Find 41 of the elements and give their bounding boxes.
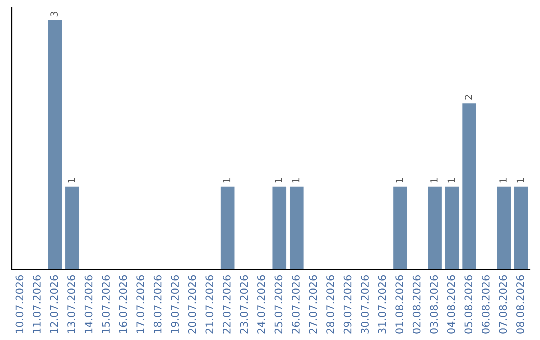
- data-label: 2: [465, 95, 472, 100]
- data-label: 1: [396, 178, 404, 183]
- x-tick-label: 12.07.2026: [50, 276, 58, 334]
- x-tick-label: 05.08.2026: [464, 276, 473, 334]
- x-tick-label: 01.08.2026: [396, 276, 404, 334]
- x-tick-label: 28.07.2026: [326, 276, 334, 334]
- x-tick-label: 07.08.2026: [499, 276, 508, 334]
- x-tick-label: 06.08.2026: [482, 276, 490, 334]
- x-tick-label: 10.07.2026: [16, 276, 24, 334]
- data-label: 1: [292, 178, 300, 183]
- data-label: 1: [448, 178, 455, 183]
- x-tick-label: 25.07.2026: [274, 276, 283, 334]
- x-tick-label: 11.07.2026: [33, 276, 41, 334]
- x-tick-label: 04.08.2026: [447, 276, 456, 334]
- x-tick-label: 15.07.2026: [102, 276, 110, 334]
- x-tick-label: 30.07.2026: [361, 276, 369, 334]
- x-tick-label: 19.07.2026: [171, 276, 180, 334]
- x-tick-label: 31.07.2026: [378, 276, 386, 334]
- x-tick-label: 23.07.2026: [240, 276, 248, 334]
- data-label: 1: [516, 178, 524, 183]
- x-tick-label: 16.07.2026: [119, 276, 128, 334]
- x-tick-label: 29.07.2026: [344, 276, 352, 334]
- x-tick-label: 20.07.2026: [188, 276, 196, 334]
- x-tick-label: 17.07.2026: [136, 276, 145, 334]
- data-label: 1: [500, 178, 507, 183]
- x-tick-label: 03.08.2026: [430, 276, 438, 334]
- data-label: 1: [430, 178, 438, 183]
- x-tick-label: 22.07.2026: [222, 276, 231, 334]
- data-label: 1: [223, 178, 231, 183]
- x-tick-label: 02.08.2026: [412, 276, 421, 334]
- x-tick-label: 18.07.2026: [154, 276, 162, 334]
- data-label: 1: [68, 178, 76, 183]
- x-tick-label: 08.08.2026: [516, 276, 524, 334]
- x-tick-label: 24.07.2026: [258, 276, 266, 334]
- x-tick-label: 21.07.2026: [206, 276, 214, 334]
- x-tick-label: 26.07.2026: [292, 276, 300, 334]
- data-label: 3: [50, 12, 58, 17]
- x-tick-label: 13.07.2026: [68, 276, 76, 334]
- data-label: 1: [275, 178, 282, 183]
- x-tick-label: 27.07.2026: [309, 276, 318, 334]
- x-tick-label: 14.07.2026: [84, 276, 93, 334]
